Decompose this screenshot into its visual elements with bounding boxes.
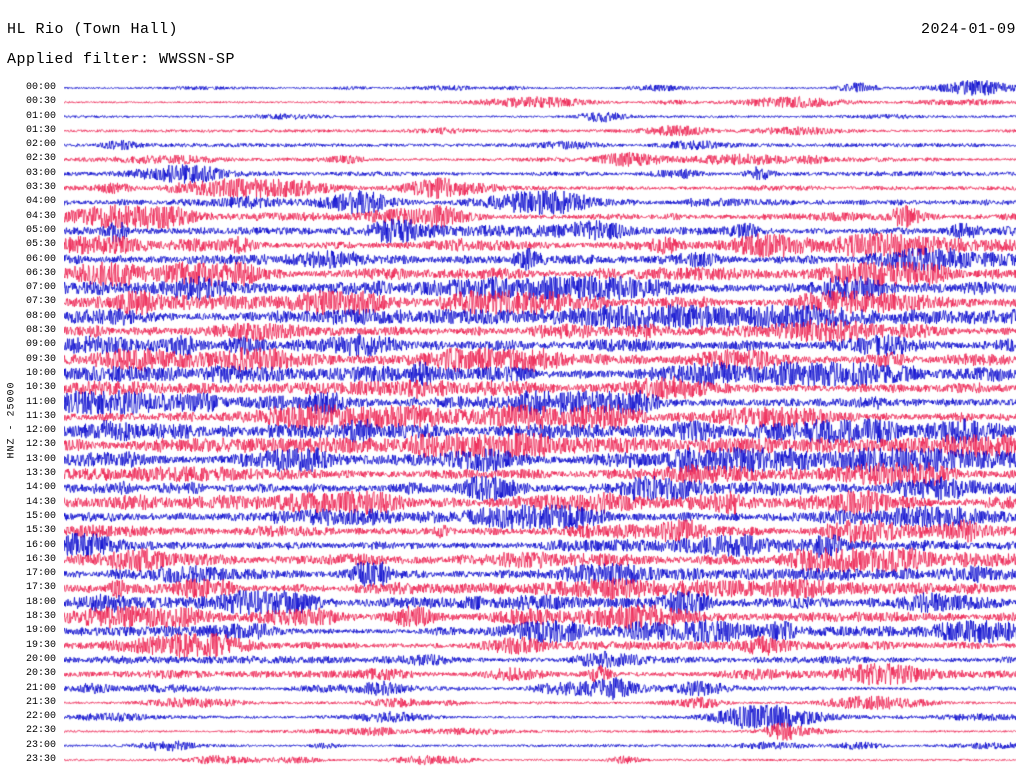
time-label: 22:30: [25, 725, 56, 737]
time-label: 16:00: [25, 539, 56, 551]
time-label: 23:30: [25, 754, 56, 765]
time-label: 07:00: [25, 282, 56, 294]
time-label: 19:00: [25, 625, 56, 637]
time-label: 08:30: [25, 325, 56, 337]
time-label: 21:30: [25, 696, 56, 708]
time-label: 18:00: [25, 596, 56, 608]
time-label: 14:30: [25, 496, 56, 508]
time-label: 12:00: [25, 425, 56, 437]
time-label: 01:00: [25, 110, 56, 122]
time-label: 06:00: [25, 253, 56, 265]
time-label: 11:00: [25, 396, 56, 408]
record-date: 2024-01-09: [920, 21, 1016, 38]
time-label: 03:30: [25, 182, 56, 194]
time-label: 13:30: [25, 468, 56, 480]
time-label: 00:30: [25, 96, 56, 108]
time-label: 15:00: [25, 510, 56, 522]
time-label: 16:30: [25, 553, 56, 565]
time-label: 13:00: [25, 453, 56, 465]
time-label: 17:00: [25, 568, 56, 580]
time-label: 10:00: [25, 367, 56, 379]
time-label: 20:30: [25, 668, 56, 680]
time-label: 23:00: [25, 739, 56, 751]
time-label: 19:30: [25, 639, 56, 651]
time-label: 00:00: [25, 82, 56, 93]
time-label: 02:30: [25, 153, 56, 165]
time-label: 20:00: [25, 653, 56, 665]
time-label: 04:30: [25, 210, 56, 222]
time-label: 10:30: [25, 382, 56, 394]
seismogram-traces: [64, 80, 1016, 772]
time-label: 15:30: [25, 525, 56, 537]
time-label: 09:30: [25, 353, 56, 365]
time-label: 22:00: [25, 711, 56, 723]
time-label: 05:00: [25, 224, 56, 236]
filter-label: Applied filter: WWSSN-SP: [7, 51, 236, 68]
time-label: 04:00: [25, 196, 56, 208]
time-label: 14:00: [25, 482, 56, 494]
time-label: 11:30: [25, 410, 56, 422]
time-label: 02:00: [25, 139, 56, 151]
time-axis: 00:00 00:30 01:00 01:30 02:00 02:30 03:00 03:30…: [0, 80, 60, 776]
time-label: 03:00: [25, 167, 56, 179]
time-label: 06:30: [25, 267, 56, 279]
time-label: 12:30: [25, 439, 56, 451]
time-label: 05:30: [25, 239, 56, 251]
time-label: 07:30: [25, 296, 56, 308]
time-label: 21:00: [25, 682, 56, 694]
time-label: 01:30: [25, 124, 56, 136]
time-label: 18:30: [25, 611, 56, 623]
time-label: 08:00: [25, 310, 56, 322]
time-label: 17:30: [25, 582, 56, 594]
station-title: HL Rio (Town Hall): [7, 21, 179, 38]
time-label: 09:00: [25, 339, 56, 351]
